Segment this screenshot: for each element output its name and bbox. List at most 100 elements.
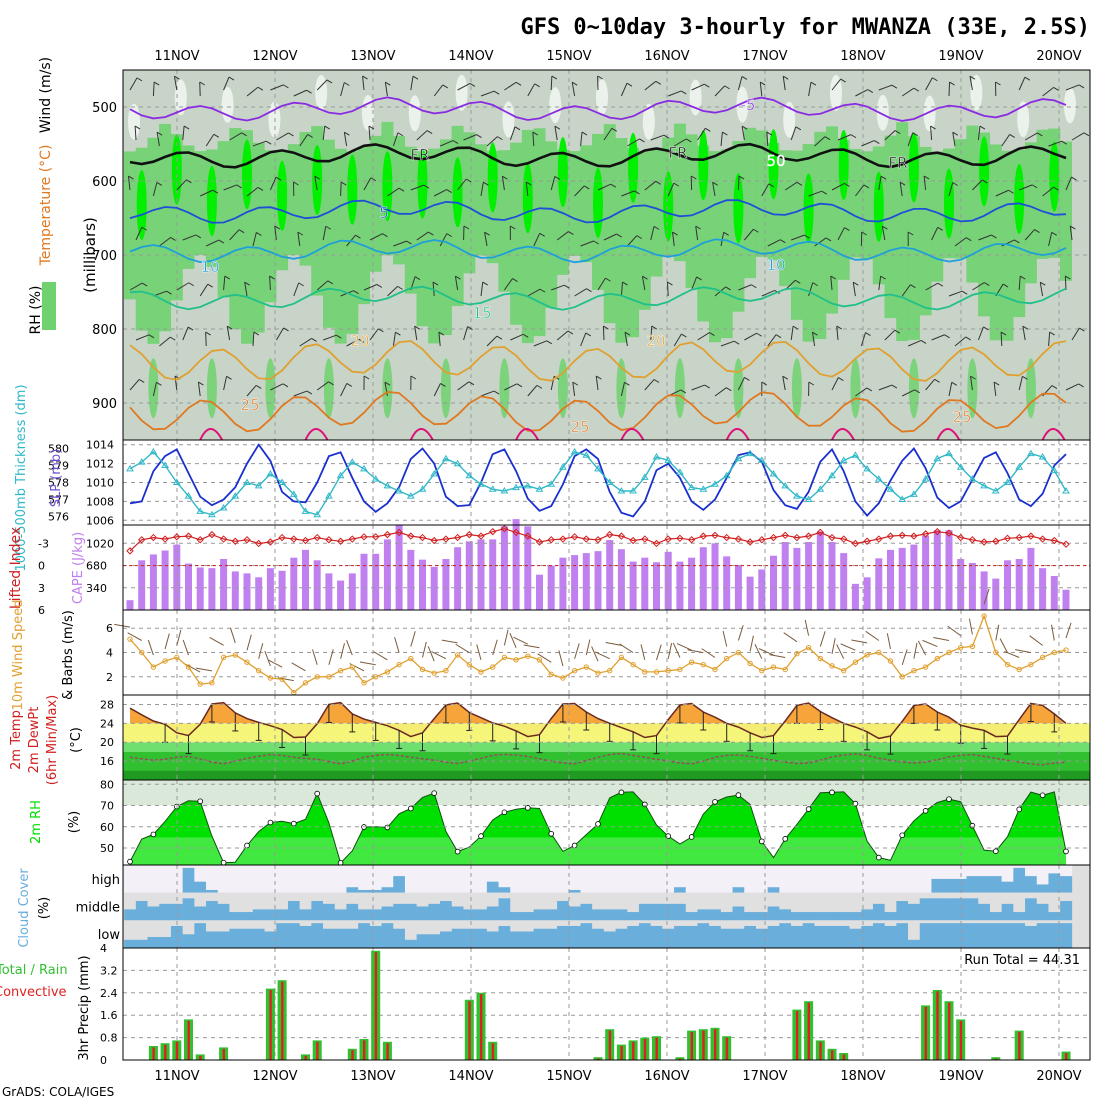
- cloud-gap-middle: [440, 893, 452, 901]
- bottom-day-label-9: 20NOV: [1036, 1069, 1081, 1084]
- precip-conv-bar: [199, 1056, 201, 1060]
- precip-run-total: Run Total = 44.31: [964, 953, 1080, 968]
- cloud-gap-high: [300, 865, 312, 893]
- cloud-gap-middle: [779, 893, 791, 910]
- wind10-barb: [1030, 636, 1043, 646]
- temp-axis-label: Temperature (°C): [38, 145, 54, 267]
- cloud-gap-middle: [990, 893, 1002, 912]
- cloud-gap-middle: [183, 893, 195, 899]
- cloud-axis-label: Cloud Cover: [17, 868, 32, 948]
- cloud-gap-high: [978, 865, 990, 876]
- rh-mid-patch: [545, 141, 557, 308]
- upper-wind-barb: [949, 82, 950, 96]
- cloud-bar-middle: [838, 912, 850, 920]
- cloud-bar-low: [300, 926, 312, 948]
- cloud-bar-low: [967, 923, 979, 948]
- contour-label-9: 20: [646, 332, 665, 350]
- cloud-gap-low: [779, 920, 791, 923]
- cape-axis-label: CAPE (J/kg): [71, 532, 86, 604]
- cape-bar: [723, 556, 730, 610]
- rh-mid-patch: [849, 149, 861, 258]
- cloud-gap-middle: [545, 893, 557, 910]
- wind10-barb: [1000, 638, 1007, 652]
- cloud-bar-low: [697, 923, 709, 948]
- wind10-barb: [784, 633, 797, 642]
- cloud-gap-high: [288, 865, 300, 893]
- precip-axis-label-part-0: 3hr Precip (mm): [77, 955, 92, 1060]
- cloud-gap-middle: [768, 893, 780, 907]
- cloud-gap-middle: [838, 893, 850, 912]
- rh-mid-patch: [1025, 142, 1037, 283]
- cloud-gap-middle: [885, 893, 897, 912]
- cape-bar: [805, 542, 812, 610]
- precip-conv-bar: [468, 1001, 470, 1060]
- cape-bar: [419, 560, 426, 610]
- cloud-bar-middle: [697, 909, 709, 920]
- cloud-gap-high: [651, 865, 663, 893]
- cape-bar: [864, 577, 871, 610]
- cloud-bar-low: [873, 923, 885, 948]
- rh2m-marker: [291, 821, 296, 826]
- rh-low-patch: [792, 358, 802, 418]
- cloud-bar-high: [569, 890, 581, 893]
- rh-mid-patch: [920, 147, 932, 315]
- cloud-gap-middle: [136, 893, 148, 901]
- cloud-gap-middle: [335, 893, 347, 910]
- cloud-gap-low: [136, 920, 148, 939]
- cloud-bar-low: [393, 929, 405, 948]
- cloud-bar-low: [534, 929, 546, 948]
- cloud-gap-low: [908, 920, 920, 939]
- cape-bar: [1039, 568, 1046, 610]
- rh2m-marker: [502, 810, 507, 815]
- cloud-gap-middle: [826, 893, 838, 912]
- cloud-gap-middle: [557, 893, 569, 901]
- wind10-barb: [887, 633, 890, 649]
- cloud-gap-low: [920, 920, 932, 923]
- wind10-barb: [841, 644, 856, 650]
- cloud-bar-low: [779, 923, 791, 948]
- cloud-bar-middle: [955, 898, 967, 920]
- cloud-gap-low: [674, 920, 686, 926]
- cloud-gap-high: [967, 865, 979, 876]
- li-ytick-1: 0: [38, 560, 45, 573]
- cloud-gap-low: [814, 920, 826, 926]
- slp-axis-label: SLP (mb): [49, 449, 64, 508]
- temp-ytick-0: 16: [100, 755, 114, 768]
- top-day-label-6: 17NOV: [742, 49, 787, 64]
- upper-wind-barb: [738, 176, 739, 190]
- cloud-gap-middle: [393, 893, 405, 904]
- cloud-gap-middle: [1048, 893, 1060, 912]
- rh2m-axis-label-part-0: 2m RH: [29, 800, 44, 844]
- cloud-gap-middle: [674, 893, 686, 904]
- cloud-gap-middle: [206, 893, 218, 901]
- cloud-bar-low: [733, 929, 745, 948]
- rh2m-marker: [385, 825, 390, 830]
- precip-conv-bar: [691, 1032, 693, 1060]
- temp2m-axis-label-part-0: 2m Temp: [9, 710, 24, 770]
- cloud-bar-high: [931, 879, 943, 893]
- cape-bar: [969, 563, 976, 610]
- wind10-barb: [820, 631, 825, 646]
- precip-conv-bar: [223, 1049, 225, 1060]
- cloud-gap-low: [733, 920, 745, 928]
- li-axis-label-part-0: Lifted Index: [8, 527, 24, 609]
- rh2m-marker: [900, 833, 905, 838]
- cloud-bar-middle: [276, 909, 288, 920]
- bottom-day-label-5: 16NOV: [644, 1069, 689, 1084]
- rh-high-patch: [663, 171, 673, 241]
- rh2m-marker: [596, 822, 601, 827]
- cape-bar: [934, 530, 941, 610]
- rh2m-marker: [432, 791, 437, 796]
- precip-conv-bar: [363, 1040, 365, 1060]
- legend-convective: Convective: [0, 985, 67, 1000]
- cloud-bar-high: [194, 882, 206, 893]
- cape-bar: [1051, 576, 1058, 610]
- cloud-gap-middle: [475, 893, 487, 910]
- cloud-gap-low: [990, 920, 1002, 923]
- cloud-bar-high: [382, 887, 394, 893]
- cloud-gap-high: [522, 865, 534, 893]
- rh2m-ytick-1: 60: [100, 821, 114, 834]
- rh-legend-swatch: [42, 282, 56, 330]
- cloud-bar-high: [990, 876, 1002, 893]
- cloud-gap-middle: [159, 893, 171, 904]
